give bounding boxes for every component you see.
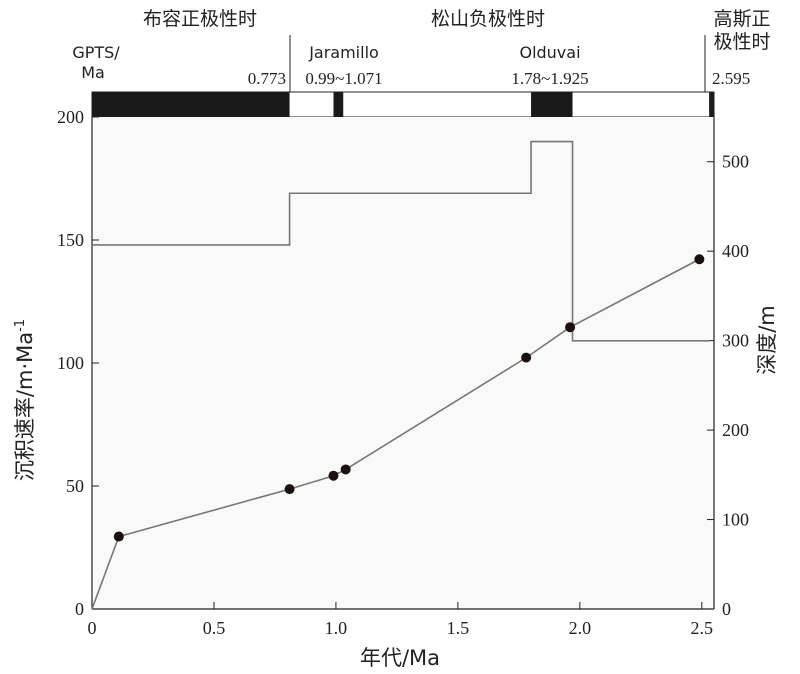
y-left-tick-label: 50 [66,476,84,496]
x-tick-label: 0 [88,618,97,638]
y-right-tick-label: 100 [722,510,749,530]
y-right-axis-label: 深度/m [755,305,779,375]
depth-point [284,484,295,495]
x-tick-label: 2.0 [569,618,592,638]
depth-point [565,322,576,333]
gpts-header: 布容正极性时 松山负极性时 高斯正 极性时 GPTS/ Ma Jaramillo… [72,8,771,118]
epoch-gauss-label-line1: 高斯正 [713,8,770,30]
gpts-label-line1: GPTS/ [72,43,120,62]
depth-line [91,258,700,610]
y-right-tick-label: 500 [722,152,749,172]
axis-ticks: 0 0.5 1.0 1.5 2.0 2.5 0 50 100 150 200 0 100 200 300 40… [57,107,749,638]
boundary-label-0773: 0.773 [248,69,286,88]
x-tick-label: 0.5 [203,618,226,638]
y-left-axis-label-sup: -1 [13,319,28,332]
epoch-gauss-label-line2: 极性时 [713,31,770,53]
y-right-tick-label: 300 [722,331,749,351]
gpts-normal-bar [709,92,714,117]
epoch-brunhes-label: 布容正极性时 [143,8,257,30]
subchron-olduvai-label: Olduvai [519,43,580,62]
x-tick-label: 1.0 [325,618,348,638]
y-left-tick-label: 0 [75,599,84,619]
y-right-tick-label: 400 [722,241,749,261]
gpts-normal-bar [92,92,290,117]
x-axis-label: 年代/Ma [360,646,440,670]
depth-point [521,352,532,363]
y-right-tick-label: 200 [722,420,749,440]
subchron-jaramillo-label: Jaramillo [308,43,379,62]
gpts-label-line2: Ma [81,63,105,82]
series-layer [91,140,710,610]
epoch-matuyama-label: 松山负极性时 [431,8,545,30]
depth-point [113,531,124,542]
gpts-bars [92,92,714,117]
depth-point [340,464,351,475]
x-tick-label: 1.5 [447,618,470,638]
y-left-tick-label: 150 [57,230,84,250]
boundary-label-2595: 2.595 [712,69,750,88]
y-left-tick-label: 100 [57,353,84,373]
x-tick-label: 2.5 [691,618,714,638]
gpts-normal-bar [531,92,573,117]
depth-point [328,470,339,481]
boundary-label-jaramillo: 0.99~1.071 [305,69,382,88]
y-left-axis-label: 沉积速率/m·Ma-1 [13,319,37,481]
boundary-label-olduvai: 1.78~1.925 [511,69,588,88]
y-left-tick-label: 200 [57,107,84,127]
gpts-normal-bar [333,92,344,117]
sedimentation-rate-step-line [92,140,710,342]
depth-point [694,254,705,265]
plot-background [92,117,714,609]
y-left-axis-label-text: 沉积速率/m·Ma [13,332,37,481]
y-right-tick-label: 0 [722,599,731,619]
